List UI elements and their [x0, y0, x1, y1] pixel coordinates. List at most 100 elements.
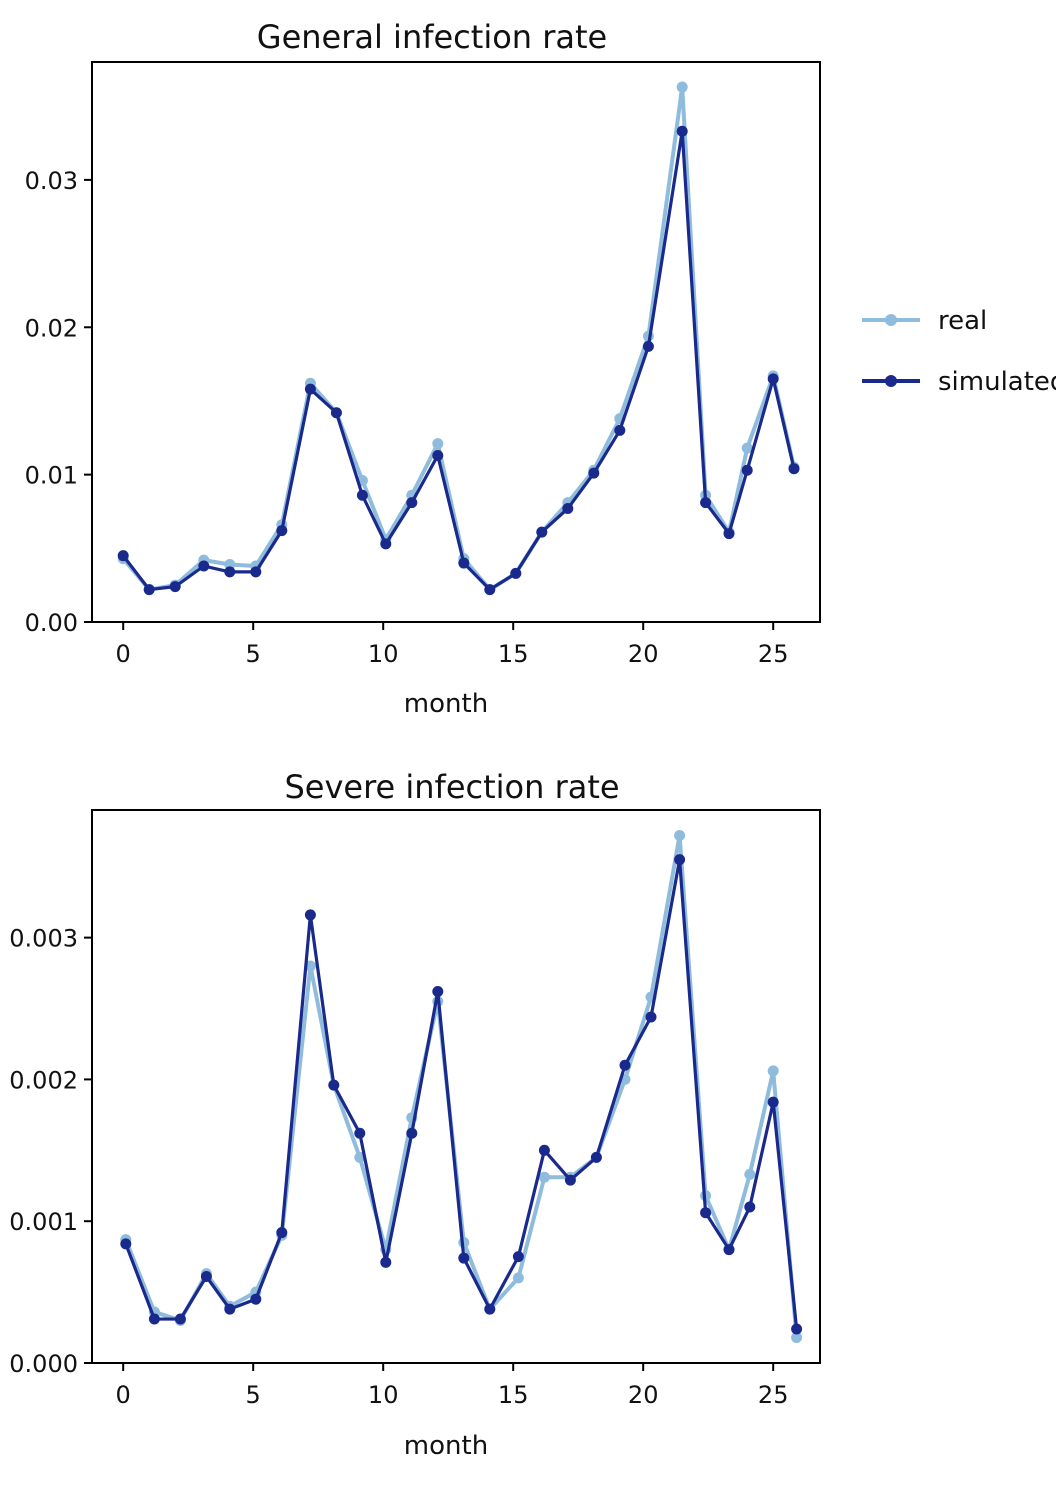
data-point-simulated	[588, 467, 600, 479]
data-point-simulated	[700, 497, 712, 509]
data-point-simulated	[276, 1227, 288, 1239]
data-point-real	[538, 1171, 550, 1183]
data-point-simulated	[512, 1251, 524, 1263]
legend-label-simulated: simulated	[938, 367, 1056, 397]
data-point-simulated	[767, 1096, 779, 1108]
data-point-simulated	[642, 340, 654, 352]
data-point-simulated	[143, 584, 155, 596]
data-point-simulated	[224, 566, 236, 578]
ticks-group: 0 5 10 15 20 25 0.00 0.01 0.02 0.03	[25, 167, 789, 668]
legend-marker-real	[885, 314, 897, 326]
data-point-simulated	[723, 528, 735, 540]
data-point-simulated	[380, 538, 392, 550]
data-point-real	[744, 1168, 756, 1180]
y-tick-label: 0.002	[9, 1066, 78, 1094]
data-point-simulated	[198, 560, 210, 572]
y-tick-label: 0.001	[9, 1208, 78, 1236]
y-tick-label: 0.01	[25, 462, 78, 490]
data-point-simulated	[674, 854, 686, 866]
data-point-simulated	[723, 1244, 735, 1256]
data-point-simulated	[538, 1144, 550, 1156]
data-point-simulated	[117, 550, 129, 562]
legend: real simulated	[862, 306, 1056, 397]
data-point-simulated	[614, 424, 626, 436]
x-tick-label: 15	[498, 1381, 529, 1409]
data-point-simulated	[250, 1293, 262, 1305]
data-point-simulated	[380, 1256, 392, 1268]
x-tick-label: 10	[368, 1381, 399, 1409]
data-point-simulated	[304, 909, 316, 921]
data-point-real	[676, 81, 688, 93]
y-tick-label: 0.03	[25, 167, 78, 195]
chart-title: General infection rate	[257, 18, 607, 56]
data-point-simulated	[328, 1079, 340, 1091]
data-point-simulated	[148, 1313, 160, 1325]
x-axis-label: month	[404, 689, 488, 719]
data-point-simulated	[224, 1303, 236, 1315]
data-point-real	[741, 442, 753, 454]
data-point-simulated	[536, 526, 548, 538]
data-point-simulated	[676, 125, 688, 137]
data-point-simulated	[458, 557, 470, 569]
x-tick-label: 15	[498, 640, 529, 668]
data-point-simulated	[169, 581, 181, 593]
x-tick-label: 10	[368, 640, 399, 668]
legend-entry-real: real	[862, 306, 987, 336]
data-point-real	[674, 830, 686, 842]
data-point-simulated	[741, 464, 753, 476]
data-point-simulated	[458, 1252, 470, 1264]
legend-marker-simulated	[885, 375, 897, 387]
data-point-real	[767, 1065, 779, 1077]
y-tick-label: 0.003	[9, 925, 78, 953]
series-group	[120, 830, 803, 1343]
data-point-simulated	[645, 1011, 657, 1023]
plot-frame	[91, 61, 821, 623]
data-point-simulated	[304, 383, 316, 395]
x-tick-label: 5	[246, 640, 261, 668]
x-tick-label: 25	[758, 1381, 789, 1409]
y-tick-label: 0.02	[25, 314, 78, 342]
chart-general-infection-rate: General infection rate 0 5 10 15 20 25 0.00 0.0…	[25, 18, 821, 719]
data-point-simulated	[788, 463, 800, 475]
data-point-simulated	[200, 1271, 212, 1283]
data-point-real	[432, 438, 444, 450]
data-point-simulated	[562, 503, 574, 515]
x-tick-label: 25	[758, 640, 789, 668]
data-point-real	[791, 1331, 803, 1343]
data-point-simulated	[700, 1207, 712, 1219]
data-point-simulated	[744, 1201, 756, 1213]
data-point-simulated	[330, 407, 342, 419]
data-point-simulated	[120, 1238, 132, 1250]
x-axis-label: month	[404, 1431, 488, 1461]
data-point-simulated	[767, 373, 779, 385]
data-point-simulated	[406, 497, 418, 509]
y-tick-label: 0.00	[25, 609, 78, 637]
x-tick-label: 20	[628, 1381, 659, 1409]
data-point-simulated	[432, 985, 444, 997]
data-point-simulated	[564, 1174, 576, 1186]
legend-entry-simulated: simulated	[862, 367, 1056, 397]
data-point-real	[512, 1272, 524, 1284]
x-tick-label: 5	[246, 1381, 261, 1409]
data-point-simulated	[791, 1323, 803, 1335]
data-point-simulated	[484, 584, 496, 596]
data-point-simulated	[276, 525, 288, 537]
data-point-simulated	[619, 1059, 631, 1071]
chart-title: Severe infection rate	[284, 768, 619, 806]
data-point-simulated	[356, 489, 368, 501]
ticks-group: 0 5 10 15 20 25 0.000 0.001 0.002 0.003	[9, 925, 788, 1409]
x-tick-label: 0	[116, 640, 131, 668]
data-point-simulated	[432, 449, 444, 461]
series-group	[117, 81, 800, 596]
plot-frame	[91, 809, 821, 1364]
data-point-simulated	[590, 1151, 602, 1163]
data-point-simulated	[406, 1127, 418, 1139]
legend-label-real: real	[938, 306, 987, 336]
data-point-simulated	[250, 566, 262, 578]
data-point-simulated	[484, 1303, 496, 1315]
y-tick-label: 0.000	[9, 1350, 78, 1378]
data-point-simulated	[174, 1313, 186, 1325]
chart-severe-infection-rate: Severe infection rate 0 5 10 15 20 25 0.000 0.0…	[9, 768, 821, 1461]
x-tick-label: 0	[116, 1381, 131, 1409]
